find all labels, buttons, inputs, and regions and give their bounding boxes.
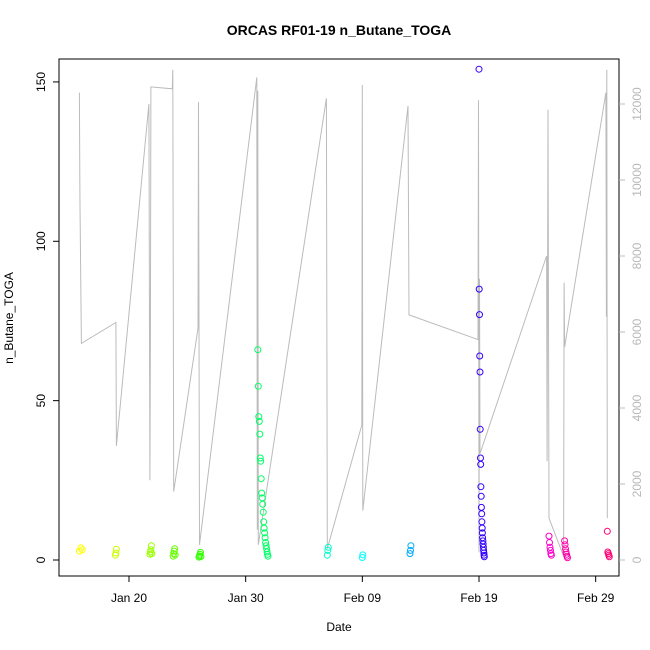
data-point-9-5 [476, 425, 484, 433]
data-point-10-5 [547, 551, 555, 559]
data-point-5-13 [260, 524, 268, 532]
data-point-3-1 [170, 550, 178, 558]
data-point-2-2 [147, 546, 155, 554]
data-point-6-0 [323, 551, 331, 559]
data-point-5-7 [257, 475, 265, 483]
data-point-5-3 [255, 417, 263, 425]
data-point-5-11 [259, 508, 267, 516]
data-point-5-2 [255, 413, 263, 421]
y2-axis: 0 2000 4000 6000 8000 10000 12000 [619, 87, 644, 563]
data-point-11-6 [564, 554, 571, 562]
y2-tick-label-1: 2000 [630, 470, 644, 497]
data-point-6-1 [324, 546, 332, 554]
data-point-5-0 [254, 346, 262, 354]
data-point-5-10 [259, 500, 267, 508]
x-axis: Jan 20 Jan 30 Feb 09 Feb 19 Feb 29 [111, 576, 615, 605]
y-tick-label-2: 100 [34, 231, 48, 251]
data-point-3-4 [171, 551, 179, 559]
data-point-9-20 [480, 549, 488, 557]
data-point-9-1 [475, 285, 483, 293]
data-point-12-4 [605, 553, 613, 561]
data-point-5-15 [261, 534, 269, 542]
x-axis-label: Date [326, 620, 352, 634]
data-point-9-9 [477, 492, 485, 500]
data-point-9-13 [478, 524, 486, 532]
data-point-9-11 [478, 510, 486, 518]
data-point-11-1 [561, 541, 569, 549]
plot-frame [58, 58, 620, 577]
data-point-5-6 [257, 457, 265, 465]
data-point-9-3 [476, 352, 484, 360]
y-tick-label-0: 0 [34, 556, 48, 563]
y2-tick-label-5: 10000 [630, 163, 644, 197]
data-point-6-2 [324, 543, 332, 551]
data-point-11-0 [561, 537, 569, 545]
y2-tick-label-2: 4000 [630, 394, 644, 421]
data-point-5-8 [258, 489, 266, 497]
y-axis: 0 50 100 150 [34, 72, 59, 563]
data-point-0-1 [77, 544, 85, 552]
x-tick-label-2: Feb 09 [344, 591, 382, 605]
data-point-5-14 [261, 529, 269, 537]
data-point-1-1 [112, 549, 120, 557]
x-tick-label-3: Feb 19 [460, 591, 498, 605]
y2-tick-label-4: 8000 [630, 242, 644, 269]
data-point-8-2 [407, 542, 415, 550]
data-point-9-4 [476, 368, 484, 376]
y2-tick-label-0: 0 [630, 556, 644, 563]
data-point-8-1 [407, 546, 414, 554]
data-point-5-21 [264, 552, 272, 560]
data-point-9-12 [478, 518, 486, 526]
data-point-4-4 [197, 553, 205, 560]
y-tick-label-1: 50 [34, 394, 48, 408]
data-point-10-3 [547, 546, 554, 554]
data-point-7-0 [358, 554, 366, 561]
data-point-2-3 [147, 542, 155, 550]
data-point-12-0 [603, 527, 611, 535]
x-tick-label-4: Feb 29 [577, 591, 615, 605]
data-point-10-1 [546, 539, 553, 546]
secondary-line-layer [78, 69, 608, 557]
data-point-2-4 [148, 550, 156, 558]
points-layer [75, 65, 613, 562]
secondary-series-line [78, 69, 608, 557]
data-point-9-0 [475, 65, 483, 73]
x-tick-label-0: Jan 20 [111, 591, 147, 605]
data-point-3-0 [169, 552, 177, 560]
data-point-9-8 [477, 483, 485, 491]
data-point-5-1 [254, 382, 262, 390]
y2-tick-label-3: 6000 [630, 318, 644, 345]
data-point-9-7 [477, 460, 485, 468]
chart-title: ORCAS RF01-19 n_Butane_TOGA [227, 22, 452, 38]
data-point-9-2 [476, 311, 483, 319]
data-point-0-2 [78, 546, 86, 554]
data-point-4-3 [197, 548, 204, 556]
data-point-10-0 [545, 532, 553, 540]
y-tick-label-3: 150 [34, 72, 48, 92]
data-point-8-0 [406, 550, 414, 558]
y2-tick-label-6: 12000 [630, 87, 644, 121]
data-point-5-5 [256, 454, 264, 462]
data-point-9-22 [480, 553, 488, 561]
data-point-1-2 [112, 545, 120, 553]
y-axis-label: n_Butane_TOGA [2, 272, 16, 364]
data-point-7-1 [359, 551, 367, 559]
x-tick-label-1: Jan 30 [228, 591, 264, 605]
data-point-9-14 [478, 529, 486, 537]
data-point-5-4 [256, 430, 264, 438]
